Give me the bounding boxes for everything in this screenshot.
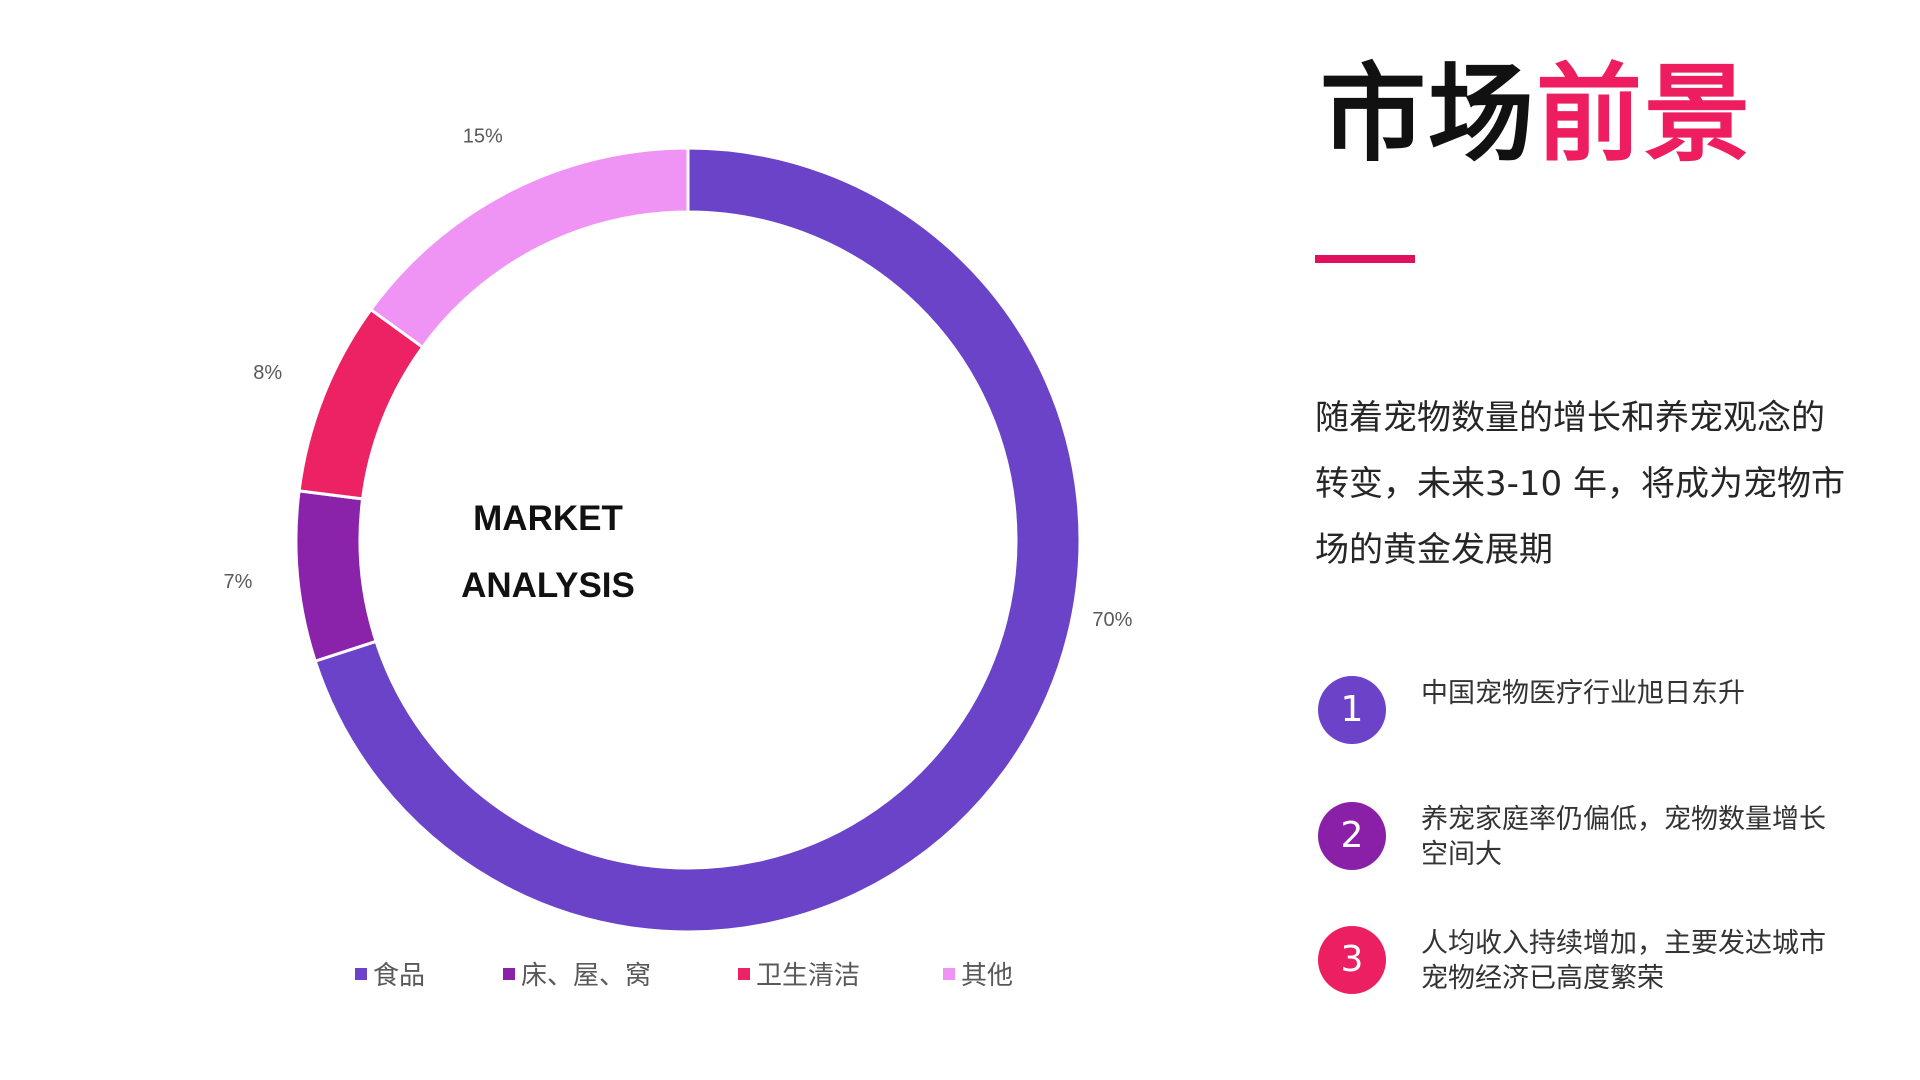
- doughnut-chart: 70% 7% 8% 15% MARKET ANALYSIS: [224, 126, 1133, 934]
- point-item-3: 3 人均收入持续增加，主要发达城市宠物经济已高度繁荣: [1318, 926, 1878, 1026]
- point-item-1: 1 中国宠物医疗行业旭日东升: [1318, 676, 1878, 776]
- point-item-2: 2 养宠家庭率仍偏低，宠物数量增长空间大: [1318, 802, 1878, 902]
- legend-label: 食品: [373, 961, 426, 991]
- description-text: 随着宠物数量的增长和养宠观念的转变，未来3-10 年，将成为宠物市场的黄金发展期: [1315, 398, 1845, 570]
- legend-label: 卫生清洁: [756, 961, 861, 991]
- page-title-part1: 市场: [1320, 53, 1536, 176]
- legend-label: 床、屋、窝: [521, 961, 652, 991]
- chart-center-label-line1: MARKET: [473, 499, 623, 538]
- point-text: 人均收入持续增加，主要发达城市宠物经济已高度繁荣: [1421, 928, 1826, 994]
- legend-swatch: [503, 967, 515, 980]
- legend-item-4: 其他: [943, 955, 1063, 992]
- point-text: 养宠家庭率仍偏低，宠物数量增长空间大: [1421, 804, 1826, 870]
- chart-slices: [294, 146, 1082, 934]
- legend-swatch: [943, 967, 955, 980]
- chart-data-label-3: 8%: [253, 362, 282, 384]
- chart-center-label-line2: ANALYSIS: [461, 566, 635, 605]
- legend-item-1: 食品: [355, 955, 503, 992]
- chart-slice-1: [313, 146, 1082, 934]
- chart-slice-4: [368, 146, 690, 350]
- chart-data-label-4: 15%: [463, 126, 503, 148]
- page-title: 市场前景: [1320, 62, 1752, 168]
- legend-label: 其他: [961, 961, 1014, 991]
- legend-item-2: 床、屋、窝: [503, 955, 738, 992]
- point-number-badge: 3: [1318, 926, 1386, 994]
- chart-data-label-1: 70%: [1092, 609, 1132, 631]
- legend-swatch: [355, 967, 367, 980]
- legend-item-3: 卫生清洁: [738, 955, 943, 992]
- title-underline: [1315, 255, 1415, 263]
- chart-data-labels: 70% 7% 8% 15%: [224, 126, 1133, 632]
- page-title-part2: 前景: [1536, 53, 1752, 176]
- point-number-badge: 1: [1318, 676, 1386, 744]
- legend-swatch: [738, 967, 750, 980]
- point-number-badge: 2: [1318, 802, 1386, 870]
- chart-legend: 食品 床、屋、窝 卫生清洁 其他: [355, 955, 1063, 992]
- chart-data-label-2: 7%: [224, 571, 253, 593]
- chart-slice-2: [294, 489, 378, 664]
- point-text: 中国宠物医疗行业旭日东升: [1421, 678, 1745, 709]
- chart-slice-3: [297, 307, 425, 501]
